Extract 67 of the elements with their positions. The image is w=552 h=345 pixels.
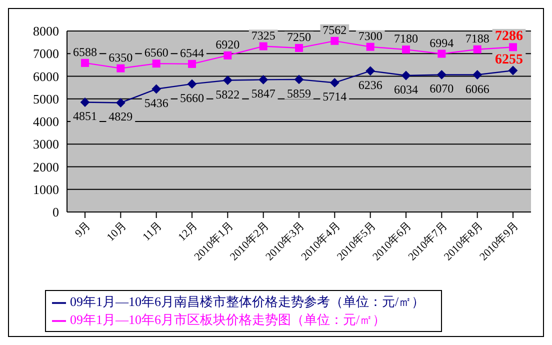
data-label: 6034: [394, 82, 418, 96]
data-label: 6920: [216, 37, 240, 52]
data-label: 5859: [287, 86, 311, 100]
point: [188, 79, 196, 88]
point: [152, 84, 161, 94]
data-label: 5660: [180, 90, 204, 105]
y-tick-label: 3000: [33, 136, 59, 152]
y-tick-label: 0: [52, 204, 59, 220]
point: [258, 75, 268, 84]
y-tick-label: 1000: [33, 182, 59, 197]
point: [259, 42, 268, 50]
data-label: 6560: [144, 46, 168, 60]
y-tick-label: 2000: [33, 159, 59, 174]
point: [330, 78, 340, 88]
point: [366, 66, 375, 76]
point: [116, 98, 126, 108]
data-label: 6350: [108, 50, 133, 64]
data-label: 6994: [430, 36, 454, 50]
legend-label: 09年1月—10年6月南昌楼市整体价格走势参考（单位：元/㎡）: [70, 294, 425, 309]
data-label: 6070: [430, 82, 454, 96]
data-label: 7180: [394, 32, 418, 46]
point: [402, 46, 410, 54]
x-tick-label: 11月: [140, 220, 164, 244]
y-tick-label: 6000: [33, 68, 59, 84]
x-tick-label: 9月: [72, 220, 94, 240]
point: [330, 36, 339, 45]
data-label: 6236: [358, 78, 382, 92]
legend-label: 09年1月—10年6月市区板块价格走势图（单位：元/㎡）: [70, 312, 386, 327]
data-label: 4851: [73, 109, 97, 124]
data-label: 5436: [144, 96, 168, 110]
x-tick-label: 12月: [176, 220, 200, 244]
data-label: 4829: [108, 110, 133, 124]
point: [81, 58, 89, 67]
data-label: 5847: [251, 86, 276, 101]
data-label: 7286: [495, 29, 523, 44]
y-tick-label: 4000: [33, 114, 59, 130]
data-label: 6588: [73, 44, 97, 59]
y-tick-label: 5000: [33, 91, 59, 106]
point: [437, 70, 446, 80]
point: [509, 43, 517, 52]
point: [223, 76, 232, 85]
point: [366, 42, 374, 51]
point: [402, 70, 410, 80]
point: [438, 50, 446, 58]
data-label: 5714: [322, 90, 347, 104]
data-label: 7562: [322, 22, 347, 37]
point: [188, 60, 196, 68]
x-tick-label: 10月: [104, 220, 129, 244]
point: [80, 98, 90, 107]
data-label: 7300: [358, 28, 382, 43]
data-label: 7325: [251, 28, 276, 42]
point: [294, 74, 304, 84]
point: [116, 64, 125, 72]
point: [472, 70, 482, 80]
point: [508, 66, 518, 75]
point: [473, 45, 482, 54]
data-label: 5822: [216, 87, 240, 102]
data-label: 6255: [495, 52, 523, 68]
point: [295, 44, 303, 52]
data-label: 7188: [465, 31, 490, 46]
y-tick-label: 7000: [33, 46, 59, 62]
data-label: 7250: [287, 30, 311, 44]
point: [224, 51, 232, 60]
data-label: 6544: [180, 46, 204, 60]
y-tick-label: 8000: [33, 24, 59, 39]
data-label: 6066: [465, 82, 490, 96]
point: [152, 60, 160, 68]
